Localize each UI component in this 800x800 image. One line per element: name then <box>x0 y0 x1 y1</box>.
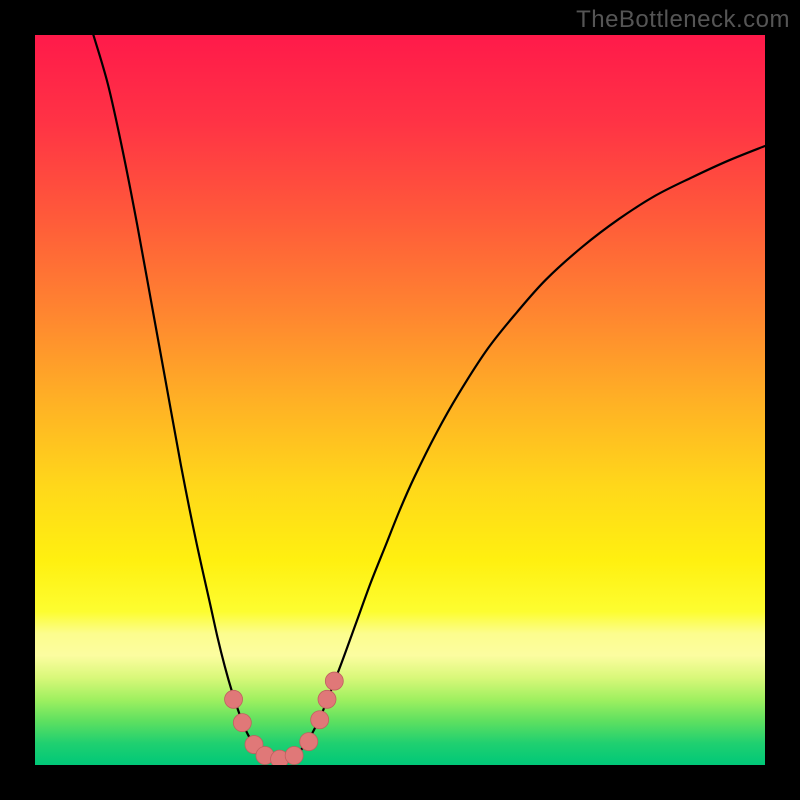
bottleneck-chart <box>35 35 765 765</box>
data-marker <box>325 672 343 690</box>
data-marker <box>285 747 303 765</box>
watermark-text: TheBottleneck.com <box>576 6 790 34</box>
data-marker <box>311 711 329 729</box>
plot-area <box>35 35 765 765</box>
gradient-background <box>35 35 765 765</box>
data-marker <box>225 690 243 708</box>
data-marker <box>318 690 336 708</box>
data-marker <box>233 714 251 732</box>
data-marker <box>300 733 318 751</box>
chart-container: TheBottleneck.com <box>0 0 800 800</box>
